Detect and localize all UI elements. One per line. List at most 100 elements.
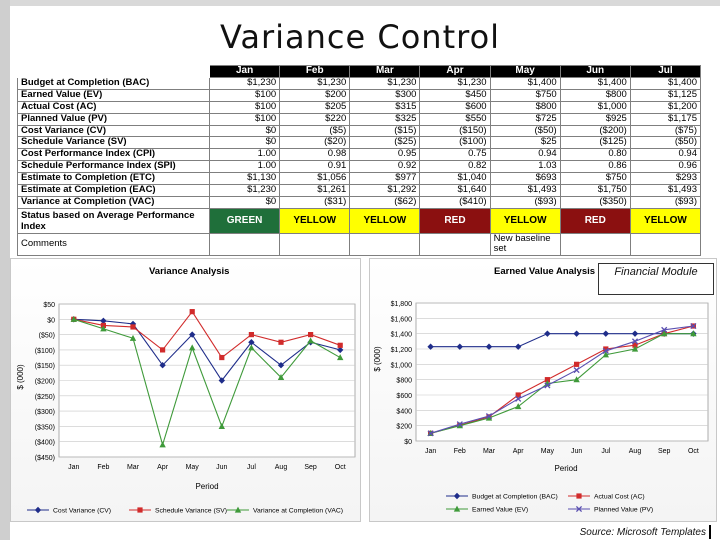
y-tick-label: ($50) [39,333,55,340]
table-cell: ($25) [349,136,421,150]
table-cell: $300 [349,88,421,102]
legend-marker [453,505,461,512]
data-point [159,441,166,448]
x-tick-label: Sep [304,464,317,471]
table-cell: 1.03 [489,160,561,174]
data-point [277,374,285,381]
row-label: Schedule Performance Index (SPI) [17,160,210,174]
x-tick-label: Oct [335,464,346,471]
x-tick-label: Aug [629,448,642,455]
table-cell: ($50) [489,124,561,138]
data-point [337,354,344,361]
data-point [485,413,493,420]
table-cell: ($50) [629,136,702,150]
table-cell: 0.94 [489,148,561,162]
table-cell: $750 [559,172,631,186]
row-label: Actual Cost (AC) [17,100,210,114]
table-cell: $0 [208,124,281,138]
comment-cell [629,232,702,256]
data-point [189,309,195,315]
x-tick-label: Mar [127,464,140,471]
data-point [278,339,284,345]
data-point [308,332,314,338]
source-note: Source: Microsoft Templates [579,527,706,538]
x-tick-label: Oct [688,448,699,455]
table-cell: $1,040 [419,172,491,186]
data-point [690,322,697,330]
table-cell: $800 [489,100,561,114]
y-tick-label: ($100) [35,348,55,355]
series-line [73,318,341,382]
status-badge: YELLOW [629,207,702,234]
table-row: Estimate at Completion (EAC) $1,230 $1,261… [17,184,702,197]
variance-analysis-panel: Variance Analysis $ (000) Period $50 $0 ($… [10,258,361,522]
data-point [248,339,255,346]
table-row: Actual Cost (AC) $100 $205 $315 $600 $800 $1,0… [17,100,702,114]
series-0 [70,316,344,384]
x-tick-label: Aug [275,464,288,471]
row-label: Estimate to Completion (ETC) [17,172,210,186]
status-badge: YELLOW [489,207,561,234]
legend-marker [576,493,582,499]
legend: Budget at Completion (BAC) Actual Cost (A… [446,492,653,514]
row-label: Schedule Variance (SV) [17,136,210,150]
comment-cell [559,232,631,256]
table-cell: $1,640 [419,184,491,197]
table-cell: $220 [279,112,351,126]
data-point [218,377,225,384]
table-cell: $1,400 [489,76,561,90]
table-cell: ($15) [349,124,421,138]
y-tick-label: $50 [43,302,55,309]
data-point [573,376,580,383]
table-cell: 0.92 [349,160,421,174]
table-cell: $0 [208,136,281,150]
table-cell: $977 [349,172,421,186]
x-tick-label: Apr [513,448,525,455]
legend-label: Budget at Completion (BAC) [472,494,558,501]
table-cell: ($31) [279,195,351,209]
legend-marker [34,506,42,514]
data-point [219,354,225,361]
y-tick-label: $400 [396,408,412,415]
table-row: Schedule Performance Index (SPI) 1.00 0.91… [17,160,702,174]
table-cell: $550 [419,112,491,126]
y-axis-label: $ (000) [373,346,382,372]
data-point [661,326,668,333]
table-row: Cost Variance (CV) $0 ($5) ($15) ($150) ($50)… [17,124,702,138]
data-point [218,423,225,429]
table-cell: 0.98 [279,148,351,162]
table-cell: 0.96 [629,160,702,174]
table-cell: $1,493 [489,184,561,197]
data-point [690,330,697,337]
legend-marker [575,505,583,513]
table-cell: $100 [208,100,281,114]
table-cell: ($20) [279,136,351,150]
series-line [73,318,341,447]
month-header: Jan [208,65,281,78]
legend-label: Cost Variance (CV) [53,508,111,515]
data-point [189,344,196,351]
y-tick-label: ($400) [35,440,55,447]
earned-value-chart: Earned Value Analysis $ (000) Period $0$… [373,266,709,514]
comment-cell [208,232,281,256]
table-cell: ($5) [279,124,351,138]
table-header-row: Jan Feb Mar Apr May Jun Jul [17,65,702,78]
data-point [337,346,344,354]
data-point [485,414,493,421]
x-tick-label: Jul [601,448,610,455]
month-header: May [489,65,561,78]
x-tick-label: Jan [425,448,436,455]
source-divider [709,525,711,539]
comments-row: Comments New baseline set [17,232,702,256]
series-3 [427,322,697,437]
legend-label: Planned Value (PV) [594,507,653,514]
data-point [632,342,638,348]
x-tick-label: Apr [157,464,169,471]
y-tick-label: $0 [47,317,55,324]
table-cell: 0.94 [629,148,702,162]
y-tick-label: ($150) [35,363,55,370]
table-cell: $600 [419,100,491,114]
y-tick-label: $1,200 [391,347,413,354]
table-cell: $1,230 [208,184,281,197]
table-cell: $205 [279,100,351,114]
